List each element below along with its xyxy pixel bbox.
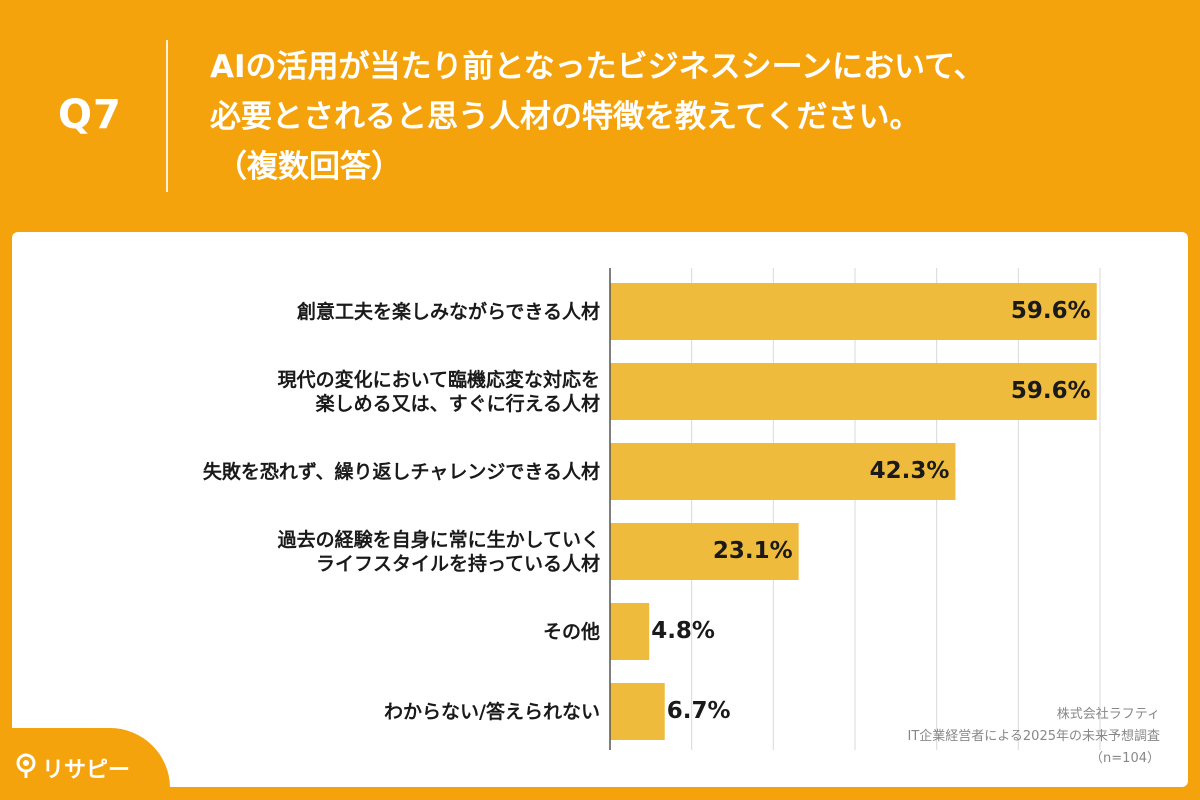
bar-chart xyxy=(609,268,1101,750)
data-label: 59.6% xyxy=(1010,377,1091,404)
category-label-line: ライフスタイルを持っている人材 xyxy=(315,552,600,575)
chart-panel: 59.6% 創意工夫を楽しみながらできる人材 59.6% 現代の変化において臨機応変な… xyxy=(12,232,1188,787)
bar xyxy=(610,523,799,580)
data-label: 42.3% xyxy=(869,457,950,484)
bar xyxy=(610,443,956,500)
category-label: 過去の経験を自身に常に生かしていく ライフスタイルを持っている人材 xyxy=(40,528,600,576)
source-company: 株式会社ラフティ xyxy=(1056,707,1160,722)
question-title: AIの活用が当たり前となったビジネスシーンにおいて、 必要とされると思う人材の特… xyxy=(210,42,1170,192)
source-sample: （n=104） xyxy=(1090,751,1160,766)
category-label: 創意工夫を楽しみながらできる人材 xyxy=(40,300,600,324)
bar xyxy=(610,283,1097,340)
header-divider xyxy=(166,40,168,192)
category-label: 現代の変化において臨機応変な対応を 楽しめる又は、すぐに行える人材 xyxy=(40,368,600,416)
bar xyxy=(610,603,650,660)
data-label: 4.8% xyxy=(651,617,715,644)
brand-name: リサピー xyxy=(42,758,131,783)
bar xyxy=(610,363,1097,420)
data-label: 59.6% xyxy=(1010,297,1091,324)
brand-logo: リサピー xyxy=(0,728,170,800)
question-title-line: 必要とされると思う人材の特徴を教えてください。 xyxy=(210,99,921,135)
source-note: 株式会社ラフティ IT企業経営者による2025年の未来予想調査 （n=104） xyxy=(760,704,1160,770)
category-label-line: 過去の経験を自身に常に生かしていく xyxy=(277,528,600,551)
category-label-line: その他 xyxy=(542,620,600,643)
question-number: Q7 xyxy=(58,92,122,138)
data-label: 23.1% xyxy=(712,537,793,564)
bar xyxy=(610,683,665,740)
source-survey: IT企業経営者による2025年の未来予想調査 xyxy=(907,729,1160,744)
category-label-line: 現代の変化において臨機応変な対応を xyxy=(277,368,600,391)
category-label-line: 楽しめる又は、すぐに行える人材 xyxy=(315,392,600,415)
category-label-line: 失敗を恐れず、繰り返しチャレンジできる人材 xyxy=(202,460,600,483)
category-label: 失敗を恐れず、繰り返しチャレンジできる人材 xyxy=(40,460,600,484)
category-label-line: わからない/答えられない xyxy=(384,700,600,723)
question-title-line: （複数回答） xyxy=(216,149,402,185)
question-title-line: AIの活用が当たり前となったビジネスシーンにおいて、 xyxy=(210,49,985,85)
data-label: 6.7% xyxy=(666,697,731,724)
question-header: Q7 AIの活用が当たり前となったビジネスシーンにおいて、 必要とされると思う人… xyxy=(0,0,1200,230)
category-label-line: 創意工夫を楽しみながらできる人材 xyxy=(296,300,600,323)
magnifier-icon xyxy=(16,753,36,778)
category-label: わからない/答えられない xyxy=(40,700,600,724)
category-label: その他 xyxy=(40,620,600,644)
